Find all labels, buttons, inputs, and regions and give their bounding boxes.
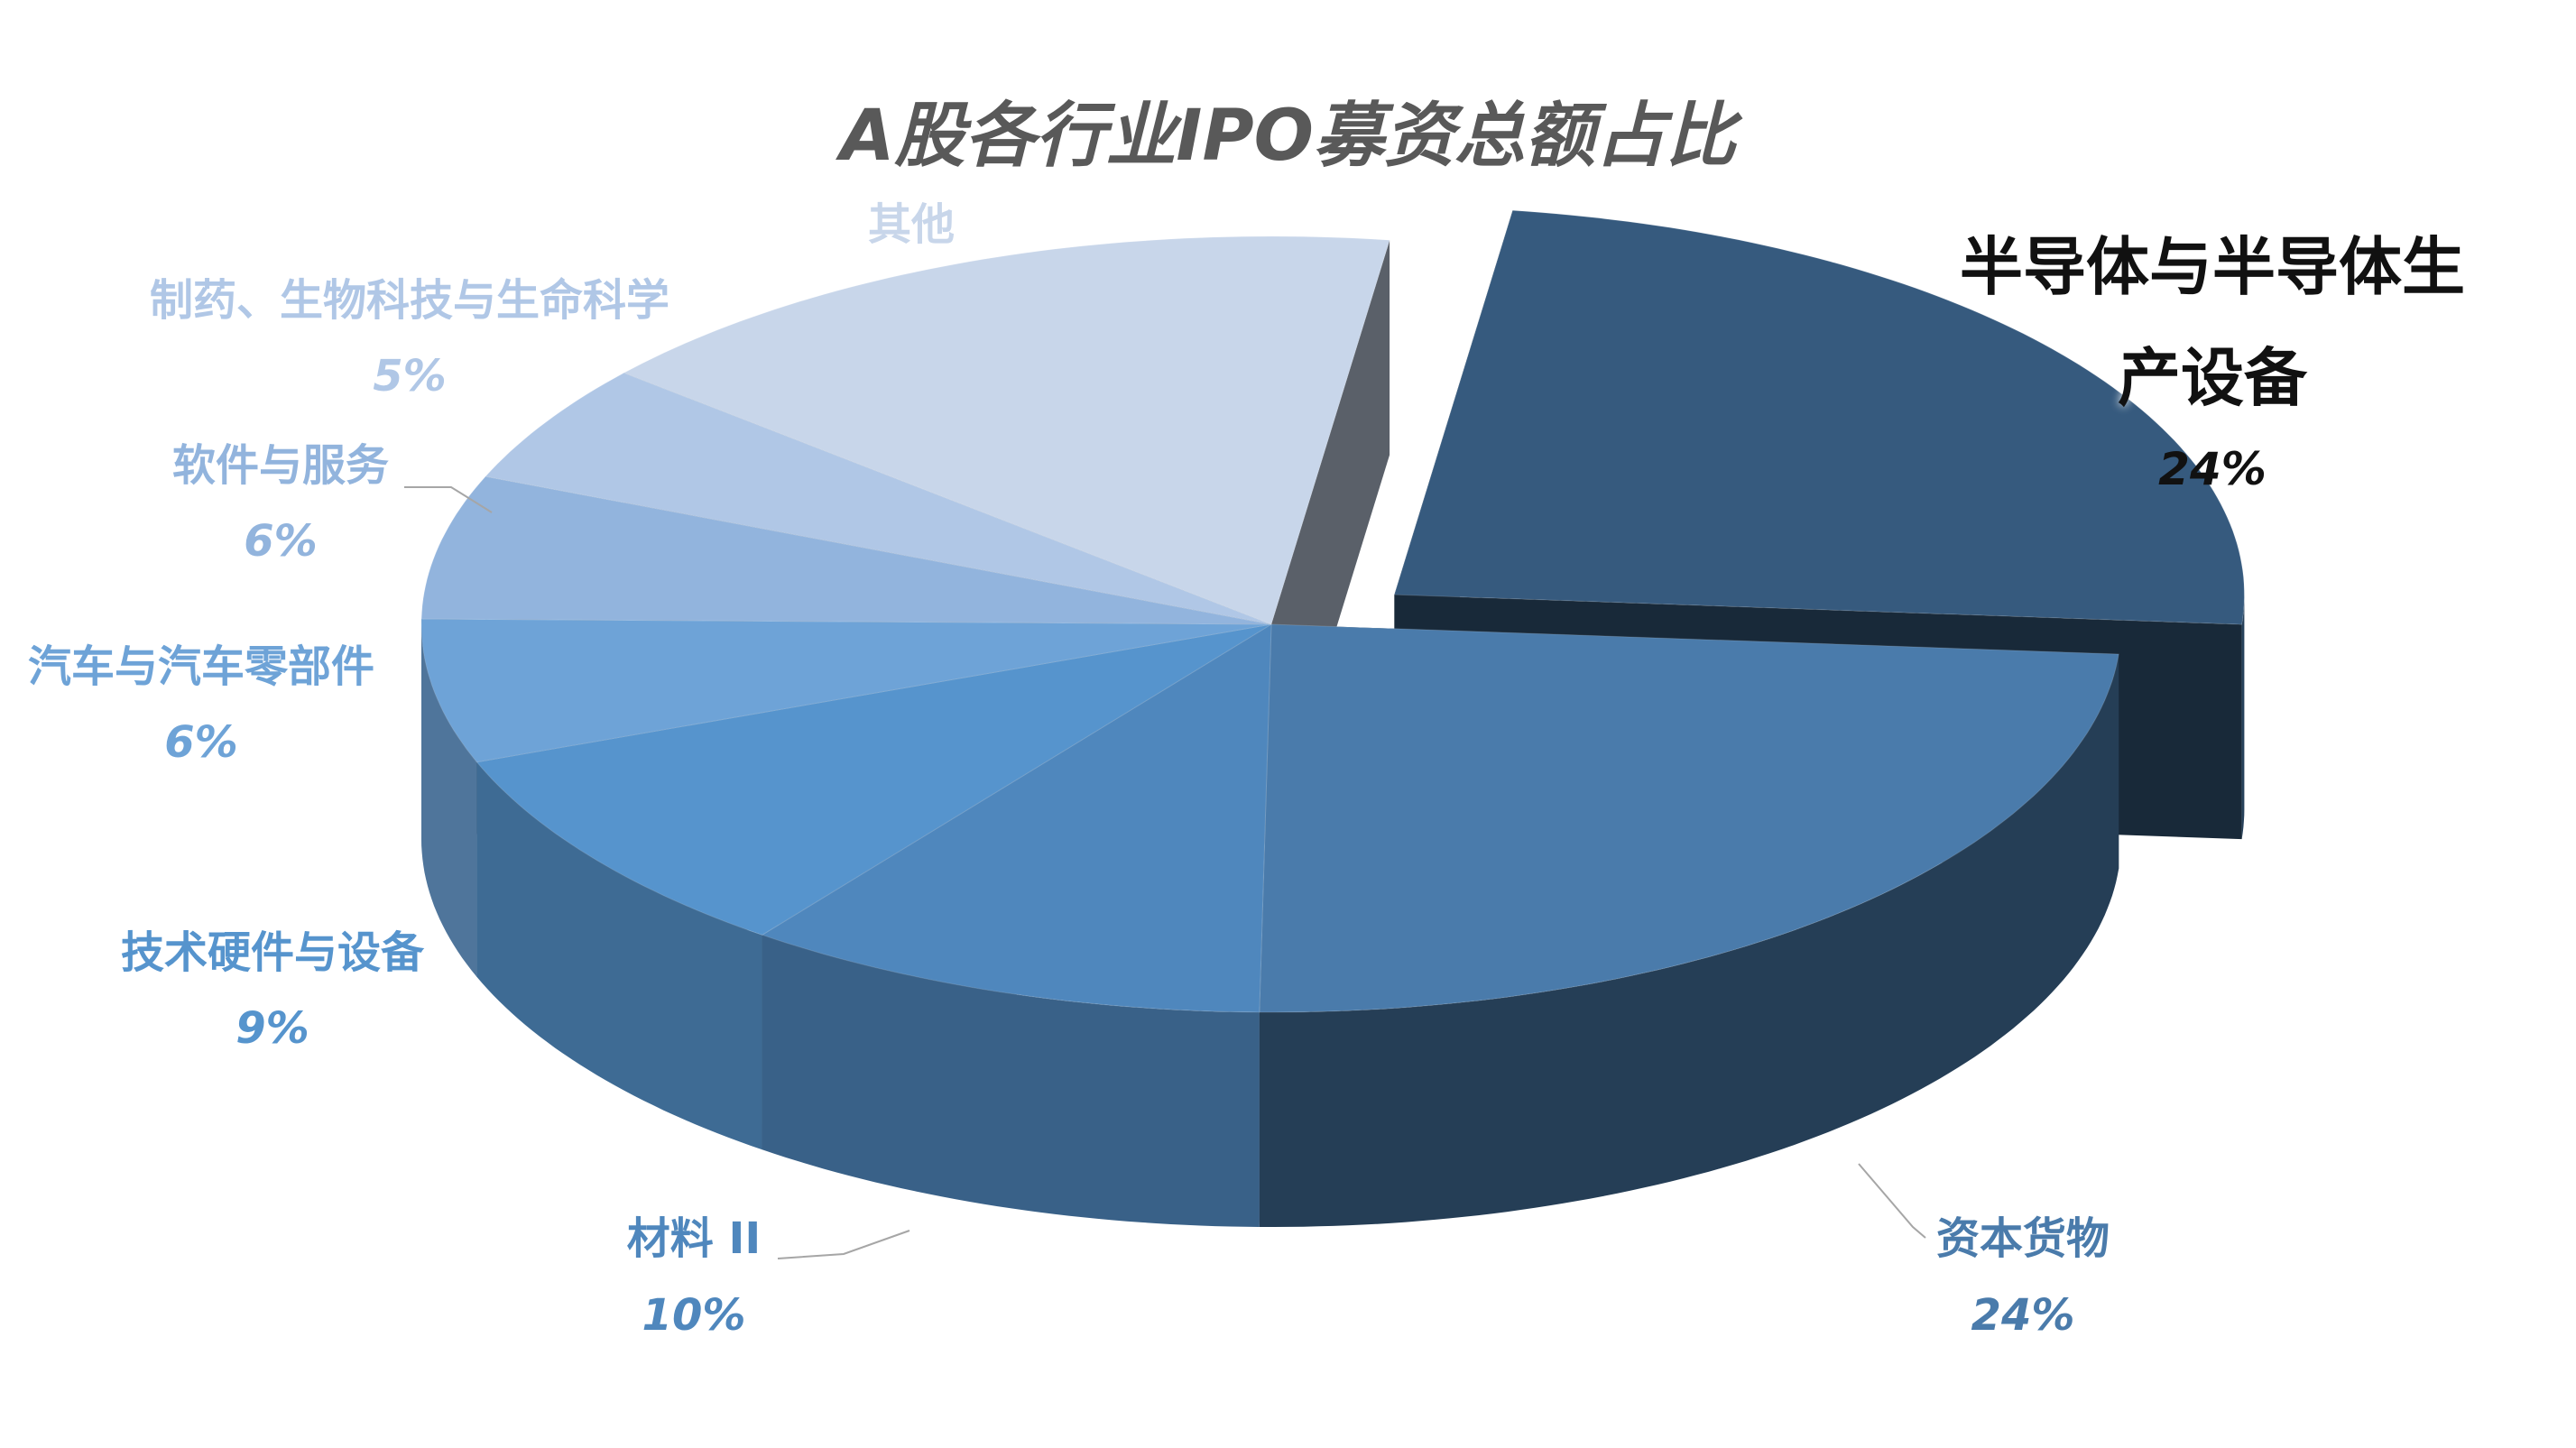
slice <box>1259 623 2119 1013</box>
slice <box>420 618 1272 763</box>
data-label-value: 6% <box>244 516 318 567</box>
data-label-value: 5% <box>373 351 447 401</box>
slice-side <box>421 624 477 977</box>
slice <box>485 372 1272 625</box>
data-label-value: 6% <box>164 717 238 768</box>
slice-side <box>476 761 762 1150</box>
data-label-value: 9% <box>235 1003 309 1054</box>
slice <box>475 623 1272 936</box>
data-label-value: 16% <box>859 275 964 326</box>
chart-title: A股各行业IPO募资总额占比 <box>840 96 1736 177</box>
leader-line <box>1858 1163 1926 1239</box>
data-label-name: 资本货物 <box>1935 1213 2110 1264</box>
data-label-name: 制药、生物科技与生命科学 <box>149 275 670 326</box>
data-label-name: 材料 II <box>626 1213 762 1264</box>
slice <box>420 475 1272 625</box>
data-label-name: 其他 <box>867 199 956 250</box>
leader-line <box>777 1230 910 1259</box>
data-label-name: 半导体与半导体生产设备 <box>1960 230 2465 415</box>
slice-side <box>762 935 1260 1227</box>
data-label-name: 软件与服务 <box>171 440 390 491</box>
slice-side <box>2241 595 2245 840</box>
data-label-value: 24% <box>2158 443 2267 495</box>
slice-side <box>1259 654 2119 1227</box>
data-label-name: 汽车与汽车零部件 <box>27 641 375 692</box>
leader-lines <box>404 486 1926 1259</box>
data-label-value: 10% <box>642 1290 746 1341</box>
data-label-value: 24% <box>1971 1290 2075 1341</box>
slice <box>1393 209 2245 625</box>
data-label-name: 技术硬件与设备 <box>120 927 425 978</box>
slice <box>761 623 1272 1013</box>
slice <box>623 235 1390 625</box>
leader-line <box>404 486 493 513</box>
